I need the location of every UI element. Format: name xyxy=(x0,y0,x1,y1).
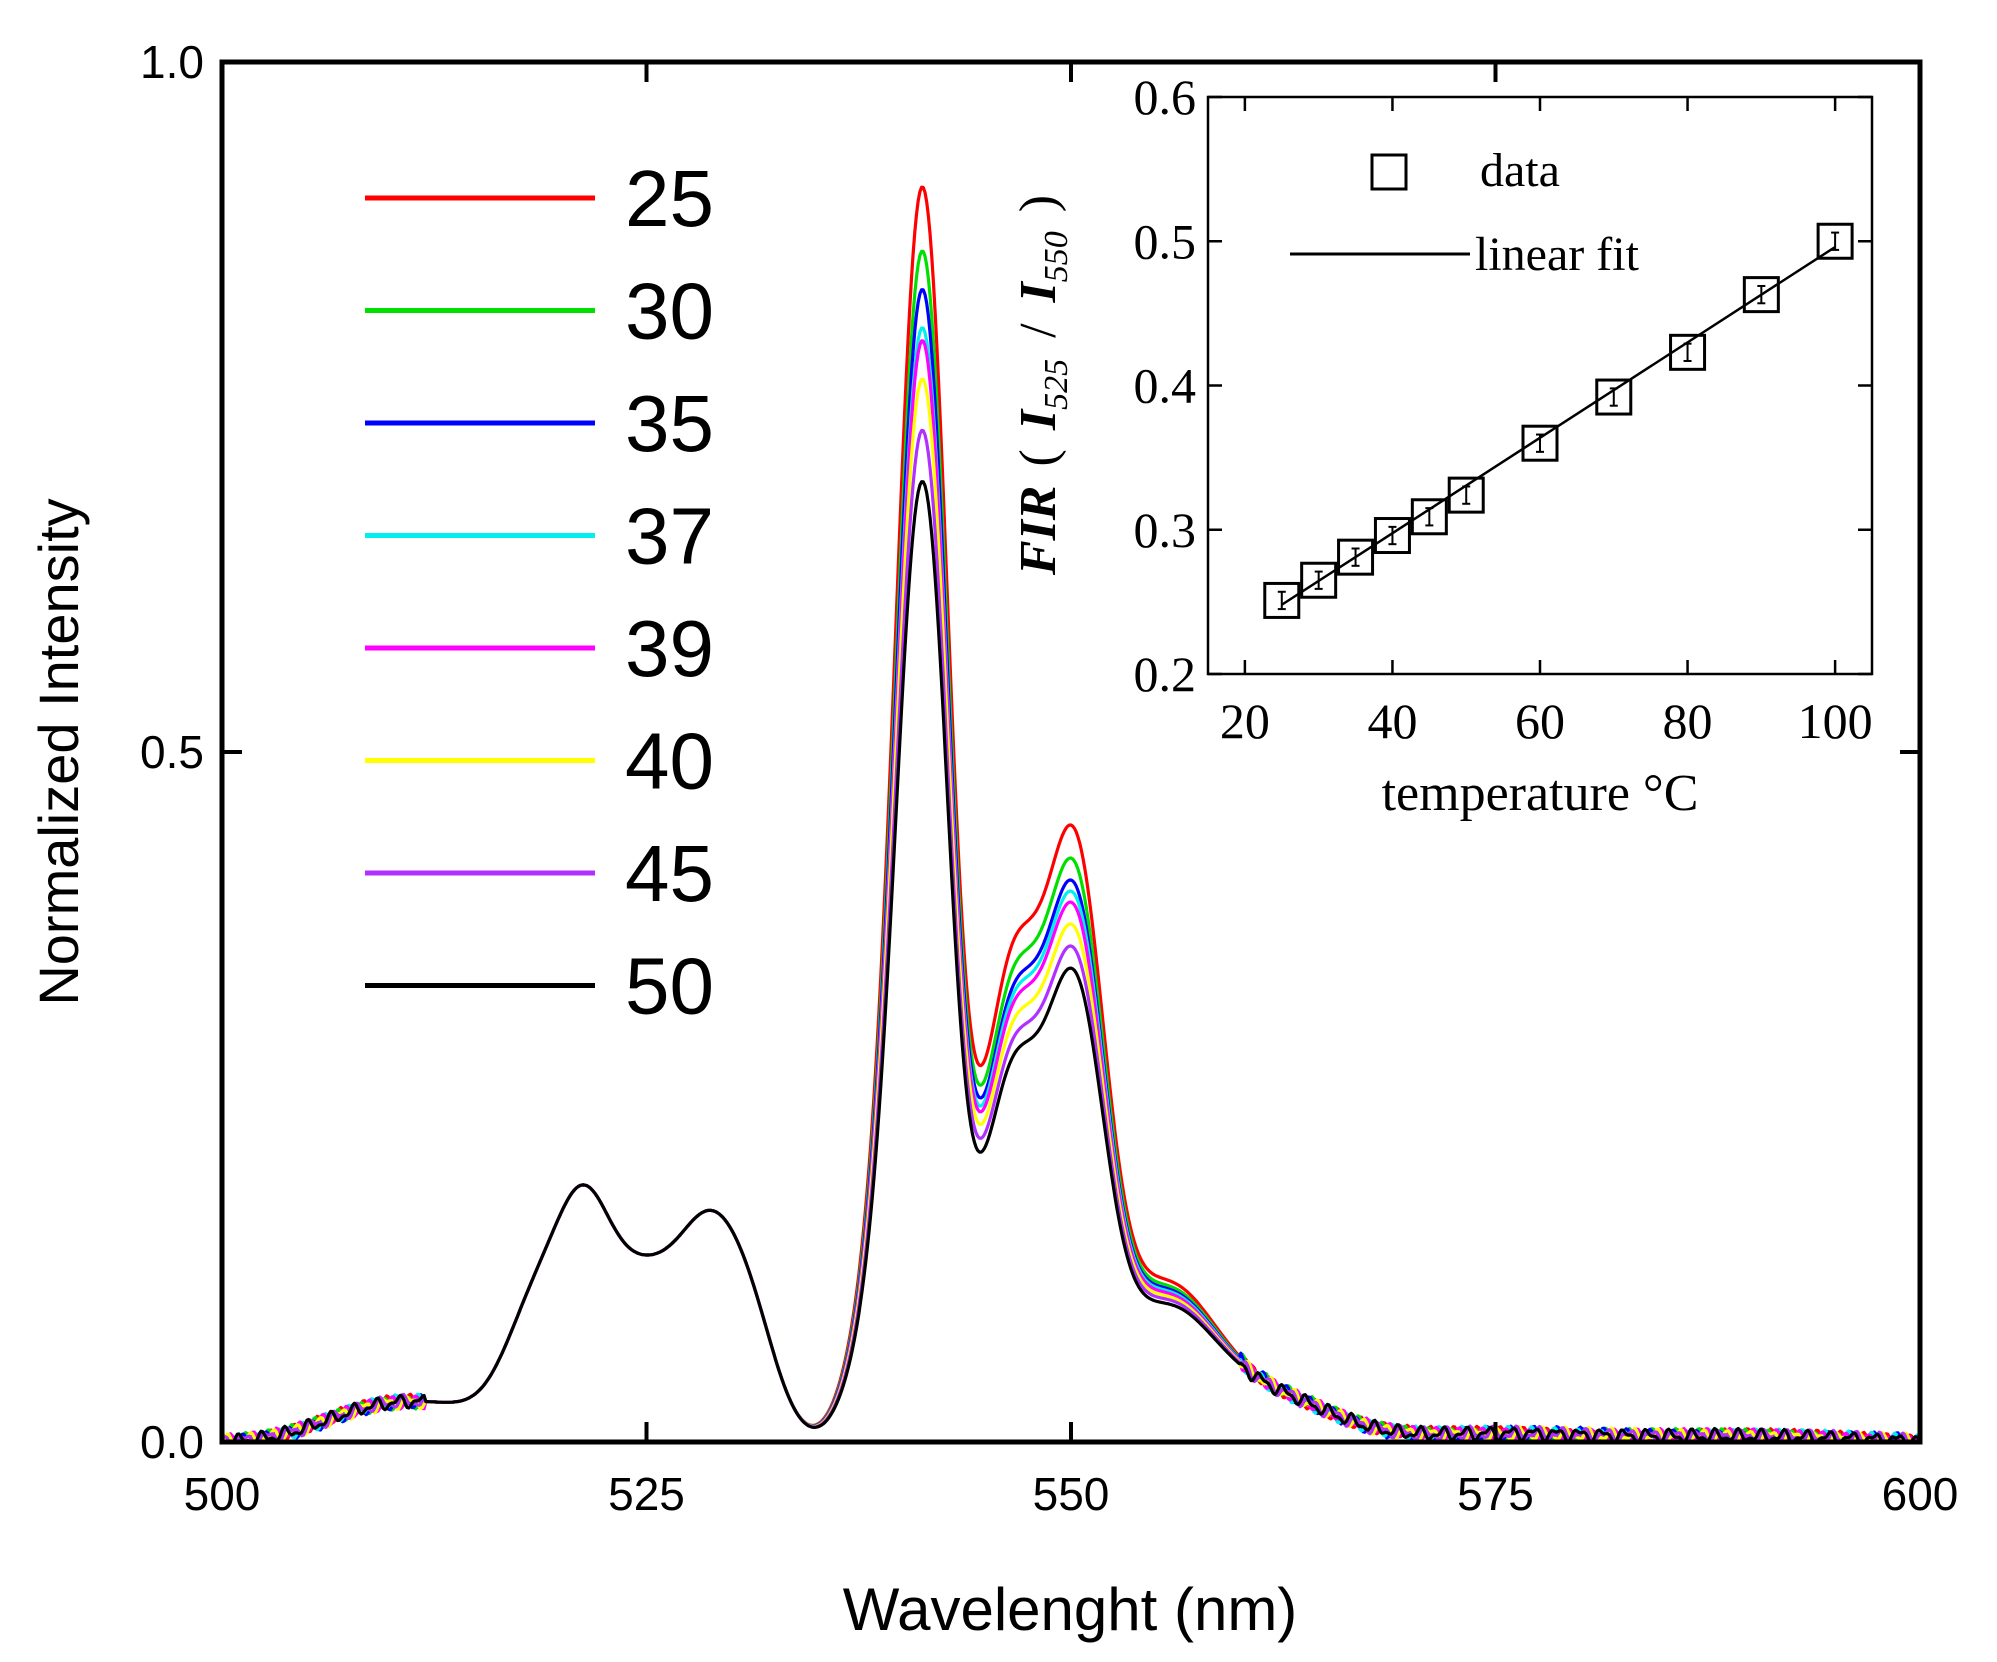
legend-label-45: 45 xyxy=(625,829,714,918)
inset-chart: 20 40 60 80 100 0.2 0.3 0.4 0.5 0.6 data linear fi… xyxy=(1010,69,1874,822)
inset-x-tick-label: 40 xyxy=(1367,693,1417,749)
inset-legend: data linear fit xyxy=(1290,144,1640,281)
inset-y-tick-label: 0.2 xyxy=(1134,646,1197,702)
inset-x-tick-label: 20 xyxy=(1220,693,1270,749)
y-tick-label: 0.0 xyxy=(140,1416,204,1468)
main-plot-frame xyxy=(219,59,1923,1445)
legend-label-39: 39 xyxy=(625,604,714,693)
inset-data-point xyxy=(1742,276,1780,314)
inset-data-point xyxy=(1263,581,1301,619)
inset-x-tick-label: 60 xyxy=(1515,693,1565,749)
inset-data-points xyxy=(1263,222,1854,619)
legend-label-50: 50 xyxy=(625,942,714,1031)
inset-y-tick-label: 0.6 xyxy=(1134,69,1197,125)
inset-y-tick-label: 0.5 xyxy=(1134,213,1197,269)
x-tick-label: 600 xyxy=(1882,1468,1959,1520)
inset-data-point xyxy=(1300,561,1338,599)
y-tick-label: 0.5 xyxy=(140,726,204,778)
main-x-axis-label: Wavelenght (nm) xyxy=(843,1576,1298,1643)
x-tick-label: 550 xyxy=(1033,1468,1110,1520)
x-tick-label: 525 xyxy=(608,1468,685,1520)
inset-data-point xyxy=(1337,538,1375,576)
inset-data-point xyxy=(1595,378,1633,416)
inset-y-tick-label: 0.4 xyxy=(1134,358,1197,414)
legend-label-25: 25 xyxy=(625,154,714,243)
inset-legend-label-fit: linear fit xyxy=(1475,228,1640,281)
inset-data-point xyxy=(1447,476,1485,514)
main-axis-ticks: 500 525 550 575 600 0.0 0.5 1.0 xyxy=(140,36,1958,1520)
legend-label-35: 35 xyxy=(625,379,714,468)
inset-x-tick-label: 100 xyxy=(1798,693,1873,749)
inset-y-axis-label: FIR ( I525 / I550 ) xyxy=(1010,195,1079,576)
inset-x-axis-label: temperature °C xyxy=(1382,765,1699,822)
inset-data-point xyxy=(1410,498,1448,536)
inset-legend-marker xyxy=(1370,153,1408,191)
main-legend: 25 30 35 37 39 40 45 50 xyxy=(365,154,714,1031)
inset-y-tick-label: 0.3 xyxy=(1134,502,1197,558)
inset-data-point xyxy=(1373,517,1411,555)
inset-data-point xyxy=(1669,333,1707,371)
inset-data-point xyxy=(1816,222,1854,260)
legend-label-37: 37 xyxy=(625,492,714,581)
x-tick-label: 575 xyxy=(1457,1468,1534,1520)
y-tick-label: 1.0 xyxy=(140,36,204,88)
inset-x-tick-label: 80 xyxy=(1663,693,1713,749)
inset-legend-label-data: data xyxy=(1480,144,1560,197)
main-series-lines xyxy=(220,185,1922,1444)
legend-label-40: 40 xyxy=(625,717,714,806)
inset-data-point xyxy=(1521,424,1559,462)
main-y-axis-label: Normalized Intensity xyxy=(27,498,90,1005)
x-tick-label: 500 xyxy=(184,1468,261,1520)
inset-axis-ticks: 20 40 60 80 100 0.2 0.3 0.4 0.5 0.6 xyxy=(1134,69,1873,749)
legend-label-30: 30 xyxy=(625,267,714,356)
